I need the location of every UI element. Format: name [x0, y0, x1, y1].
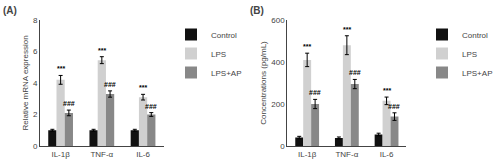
svg-text:###: ### [388, 103, 400, 110]
svg-text:***: *** [139, 84, 147, 91]
svg-text:2: 2 [33, 110, 38, 119]
svg-text:LPS+AP: LPS+AP [462, 69, 492, 78]
svg-text:0: 0 [280, 142, 285, 151]
svg-text:TNF-α: TNF-α [90, 150, 113, 159]
svg-text:600: 600 [271, 16, 285, 25]
svg-text:(A): (A) [3, 5, 17, 16]
svg-text:###: ### [145, 103, 157, 110]
svg-text:LPS+AP: LPS+AP [211, 69, 241, 78]
svg-text:Relative mRNA expression: Relative mRNA expression [21, 35, 30, 130]
svg-text:TNF-α: TNF-α [335, 150, 358, 159]
svg-text:8: 8 [33, 16, 38, 25]
svg-text:LPS: LPS [462, 50, 477, 59]
svg-text:IL-1β: IL-1β [51, 150, 70, 159]
svg-text:0: 0 [33, 142, 38, 151]
svg-text:200: 200 [271, 100, 285, 109]
svg-text:***: *** [383, 87, 391, 94]
svg-text:***: *** [303, 43, 311, 50]
svg-text:(B): (B) [250, 5, 264, 16]
svg-text:***: *** [98, 47, 106, 54]
svg-text:IL-1β: IL-1β [298, 150, 317, 159]
svg-text:4: 4 [33, 79, 38, 88]
svg-text:###: ### [104, 81, 116, 88]
svg-text:***: *** [343, 26, 351, 33]
svg-text:Control: Control [211, 31, 237, 40]
svg-text:LPS: LPS [211, 50, 226, 59]
svg-text:Control: Control [462, 31, 488, 40]
svg-text:400: 400 [271, 58, 285, 67]
svg-text:###: ### [63, 100, 75, 107]
svg-text:###: ### [349, 69, 361, 76]
svg-text:Concentrations (pg/mL): Concentrations (pg/mL) [259, 41, 268, 125]
svg-text:IL-6: IL-6 [380, 150, 394, 159]
svg-text:***: *** [57, 65, 65, 72]
svg-text:6: 6 [33, 47, 38, 56]
svg-text:###: ### [309, 89, 321, 96]
svg-text:IL-6: IL-6 [136, 150, 150, 159]
